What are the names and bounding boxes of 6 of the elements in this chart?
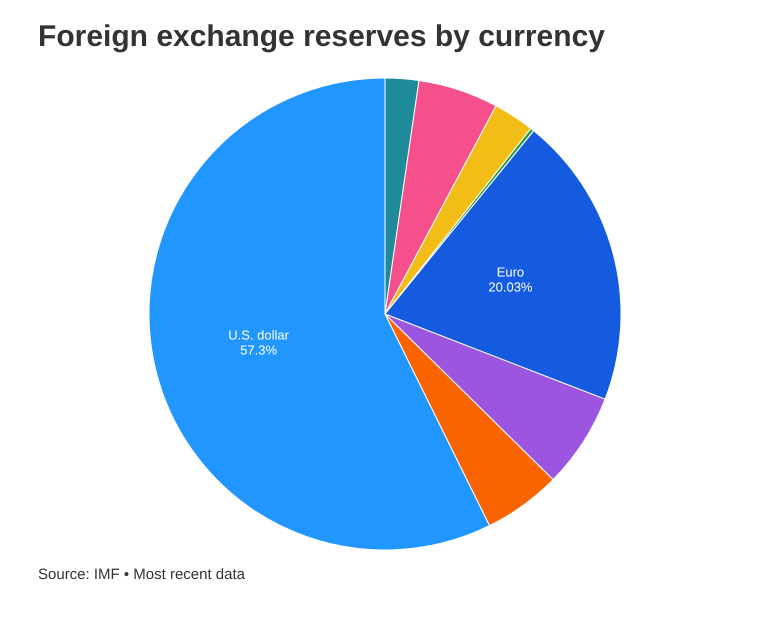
source-note: Source: IMF • Most recent data xyxy=(38,566,245,583)
slice-label: U.S. dollar xyxy=(228,328,290,343)
data-label: 20.03% xyxy=(488,280,533,295)
slice-label: Euro xyxy=(496,264,524,280)
data-label: 57.3% xyxy=(240,342,278,358)
chart-title: Foreign exchange reserves by currency xyxy=(38,20,605,54)
